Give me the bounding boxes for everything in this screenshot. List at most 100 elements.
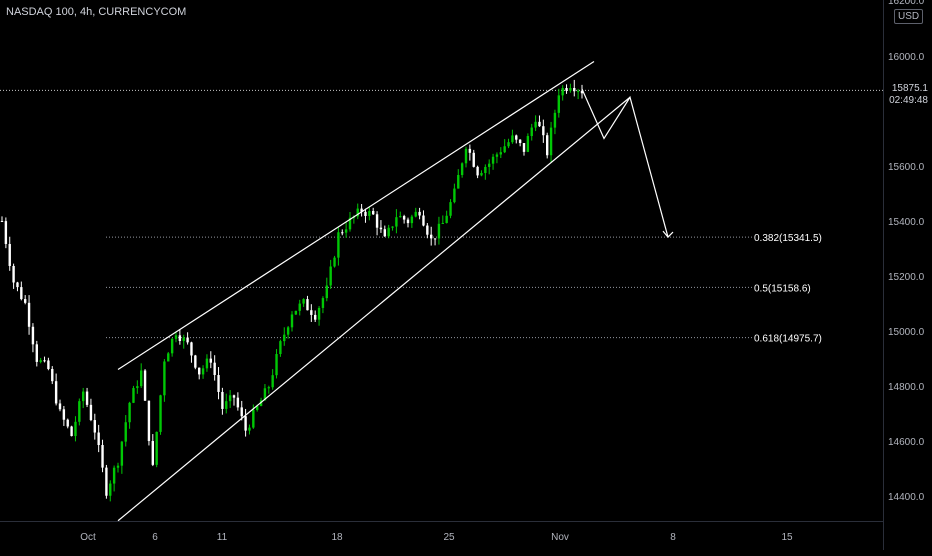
projection-path[interactable] (581, 88, 674, 238)
candle-body (259, 400, 263, 407)
candle-body (194, 355, 197, 368)
candle-body (263, 388, 267, 401)
candle-body (372, 210, 375, 215)
candle-body (4, 221, 8, 244)
symbol-title: NASDAQ 100, 4h, CURRENCYCOM (6, 6, 187, 18)
candle-body (453, 188, 456, 203)
candle-body (410, 216, 414, 224)
candle-body (124, 422, 127, 442)
candle-body (344, 229, 348, 233)
candle-body (116, 465, 120, 468)
candle-body (569, 88, 572, 91)
candle-body (174, 335, 178, 339)
candle-body (155, 431, 158, 465)
candle-body (39, 360, 42, 362)
candle-body (379, 227, 383, 230)
candle-body (576, 90, 580, 92)
trendlines[interactable] (117, 60, 631, 522)
candle-body (147, 400, 151, 442)
price-tick-label: 16000.0 (888, 52, 925, 63)
candle-body (546, 135, 549, 156)
time-tick-label: Oct (80, 532, 96, 543)
candle-body (395, 217, 398, 227)
candle-body (294, 310, 298, 315)
trendline-upper-channel[interactable] (117, 60, 595, 371)
candle-body (58, 403, 62, 410)
candle-body (82, 391, 85, 402)
last-price-value: 15875.1 (891, 83, 928, 94)
candle-body (182, 337, 185, 341)
trendline-lower-channel[interactable] (117, 96, 631, 522)
candle-body (0, 221, 4, 222)
candle-body (143, 370, 147, 401)
candle-body (35, 344, 38, 362)
time-tick-label: 25 (443, 532, 455, 543)
candle-body (186, 337, 189, 343)
candle-body (213, 362, 216, 376)
candle-body (426, 225, 429, 235)
candle-body (549, 127, 553, 156)
price-tick-label: 14800.0 (888, 382, 925, 393)
candle-body (480, 173, 483, 176)
candle-body (522, 143, 526, 152)
price-tick-label: 15000.0 (888, 327, 925, 338)
candle-body (375, 214, 379, 228)
candle-body (561, 88, 564, 96)
candle-body (178, 335, 182, 341)
candle-body (209, 358, 212, 363)
candle-body (391, 226, 394, 228)
candle-body (414, 211, 417, 217)
candle-body (430, 234, 433, 239)
time-tick-label: 15 (781, 532, 793, 543)
candle-body (491, 156, 495, 164)
candle-body (43, 360, 46, 362)
candle-body (499, 152, 502, 155)
candle-body (360, 208, 363, 212)
last-price-label: 15875.1 02:49:48 (884, 83, 931, 107)
candle-body (503, 146, 506, 153)
countdown-timer: 02:49:48 (889, 95, 928, 106)
candle-body (402, 216, 406, 220)
candle-body (337, 232, 340, 258)
candle-body (460, 163, 464, 176)
candle-body (422, 215, 425, 226)
currency-badge[interactable]: USD (894, 9, 924, 24)
candle-body (534, 121, 537, 128)
time-tick-label: 8 (670, 532, 676, 543)
candle-body (325, 285, 328, 299)
candle-body (364, 211, 367, 216)
candle-body (93, 420, 96, 433)
candle-body (333, 257, 336, 267)
candle-body (341, 232, 344, 234)
time-tick-label: 11 (217, 532, 228, 543)
candle-body (101, 445, 104, 468)
candle-body (12, 265, 15, 283)
candle-body (159, 395, 162, 432)
candle-body (236, 397, 240, 408)
candle-body (190, 342, 193, 356)
candle-body (286, 327, 290, 335)
candle-body (306, 299, 309, 311)
candle-body (205, 358, 209, 369)
candle-body (310, 310, 313, 315)
candle-body (383, 229, 386, 237)
price-axis-labels: 14400.0 14600.0 14800.0 15000.0 15200.0 15400… (888, 0, 925, 503)
candle-body (225, 401, 228, 409)
candle-body (217, 375, 220, 392)
candle-body (476, 166, 479, 176)
candle-body (441, 222, 444, 224)
time-axis-labels: Oct 6 11 18 25 Nov 8 15 (80, 532, 793, 543)
time-axis[interactable]: Oct 6 11 18 25 Nov 8 15 (0, 521, 883, 551)
projection-polyline[interactable] (581, 88, 669, 238)
candle-body (406, 219, 410, 224)
candle-body (89, 404, 93, 421)
candle-body (580, 90, 584, 94)
candle-body (553, 112, 557, 128)
fib-label-0.618: 0.618(14975.7) (754, 334, 822, 345)
candle-body (317, 307, 321, 320)
candle-body (252, 409, 255, 428)
candle-body (70, 426, 73, 437)
candle-body (472, 152, 475, 167)
candle-body (31, 326, 35, 345)
